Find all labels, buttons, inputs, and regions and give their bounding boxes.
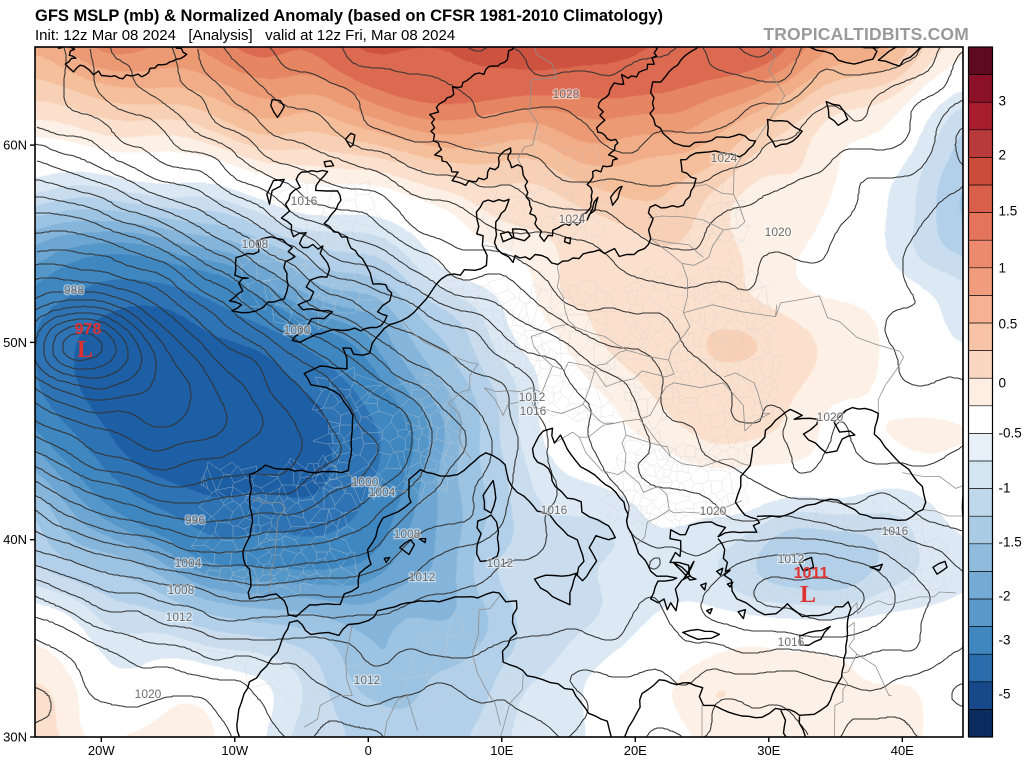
svg-text:1004: 1004: [369, 485, 396, 499]
svg-text:-1: -1: [999, 481, 1011, 496]
svg-text:1016: 1016: [291, 194, 318, 208]
svg-text:Init: 12z Mar 08 2024 [Analy: Init: 12z Mar 08 2024 [Analysis] valid a…: [35, 27, 455, 44]
svg-text:1012: 1012: [487, 556, 514, 570]
svg-text:1020: 1020: [765, 225, 792, 239]
svg-text:1016: 1016: [778, 635, 805, 649]
svg-text:1004: 1004: [175, 556, 202, 570]
svg-text:0.5: 0.5: [999, 317, 1018, 332]
svg-text:40N: 40N: [3, 532, 27, 547]
svg-text:2: 2: [999, 148, 1007, 163]
svg-text:0: 0: [365, 743, 372, 757]
svg-text:1016: 1016: [882, 524, 909, 538]
svg-text:-1.5: -1.5: [999, 535, 1022, 550]
svg-text:988: 988: [64, 283, 84, 297]
svg-text:-3: -3: [999, 633, 1011, 648]
svg-text:L: L: [800, 582, 816, 608]
svg-text:1024: 1024: [711, 151, 738, 165]
svg-text:1016: 1016: [520, 404, 547, 418]
svg-text:978: 978: [75, 321, 102, 338]
svg-text:1: 1: [999, 261, 1007, 276]
svg-text:GFS MSLP (mb) & Normalized Ano: GFS MSLP (mb) & Normalized Anomaly (base…: [35, 7, 663, 25]
svg-text:-2: -2: [999, 589, 1011, 604]
svg-text:1012: 1012: [778, 552, 805, 566]
svg-text:1008: 1008: [168, 583, 195, 597]
svg-text:10E: 10E: [490, 743, 513, 757]
svg-text:1008: 1008: [242, 237, 269, 251]
svg-text:1028: 1028: [553, 87, 580, 101]
svg-text:1020: 1020: [135, 687, 162, 701]
svg-text:0: 0: [999, 376, 1007, 391]
svg-text:1000: 1000: [352, 475, 379, 489]
svg-text:1012: 1012: [519, 390, 546, 404]
svg-text:1000: 1000: [284, 323, 311, 337]
svg-text:1008: 1008: [394, 527, 421, 541]
svg-text:1012: 1012: [354, 673, 381, 687]
svg-text:50N: 50N: [3, 335, 27, 350]
svg-text:10W: 10W: [221, 743, 248, 757]
svg-text:1024: 1024: [559, 212, 586, 226]
svg-text:1012: 1012: [409, 570, 436, 584]
svg-text:30N: 30N: [3, 730, 27, 745]
svg-text:20W: 20W: [88, 743, 115, 757]
svg-text:-0.5: -0.5: [999, 426, 1022, 441]
svg-text:1011: 1011: [794, 565, 829, 582]
svg-text:20E: 20E: [624, 743, 647, 757]
svg-text:40E: 40E: [891, 743, 914, 757]
svg-text:60N: 60N: [3, 138, 27, 153]
svg-text:3: 3: [999, 94, 1007, 109]
svg-text:996: 996: [185, 513, 205, 527]
svg-text:-5: -5: [999, 687, 1011, 702]
svg-text:1020: 1020: [700, 504, 727, 518]
svg-text:TROPICALTIDBITS.COM: TROPICALTIDBITS.COM: [763, 24, 969, 44]
svg-text:L: L: [77, 337, 93, 363]
svg-text:1012: 1012: [166, 610, 193, 624]
svg-text:1020: 1020: [817, 410, 844, 424]
svg-text:1.5: 1.5: [999, 204, 1018, 219]
svg-text:1016: 1016: [541, 503, 568, 517]
svg-text:30E: 30E: [757, 743, 780, 757]
